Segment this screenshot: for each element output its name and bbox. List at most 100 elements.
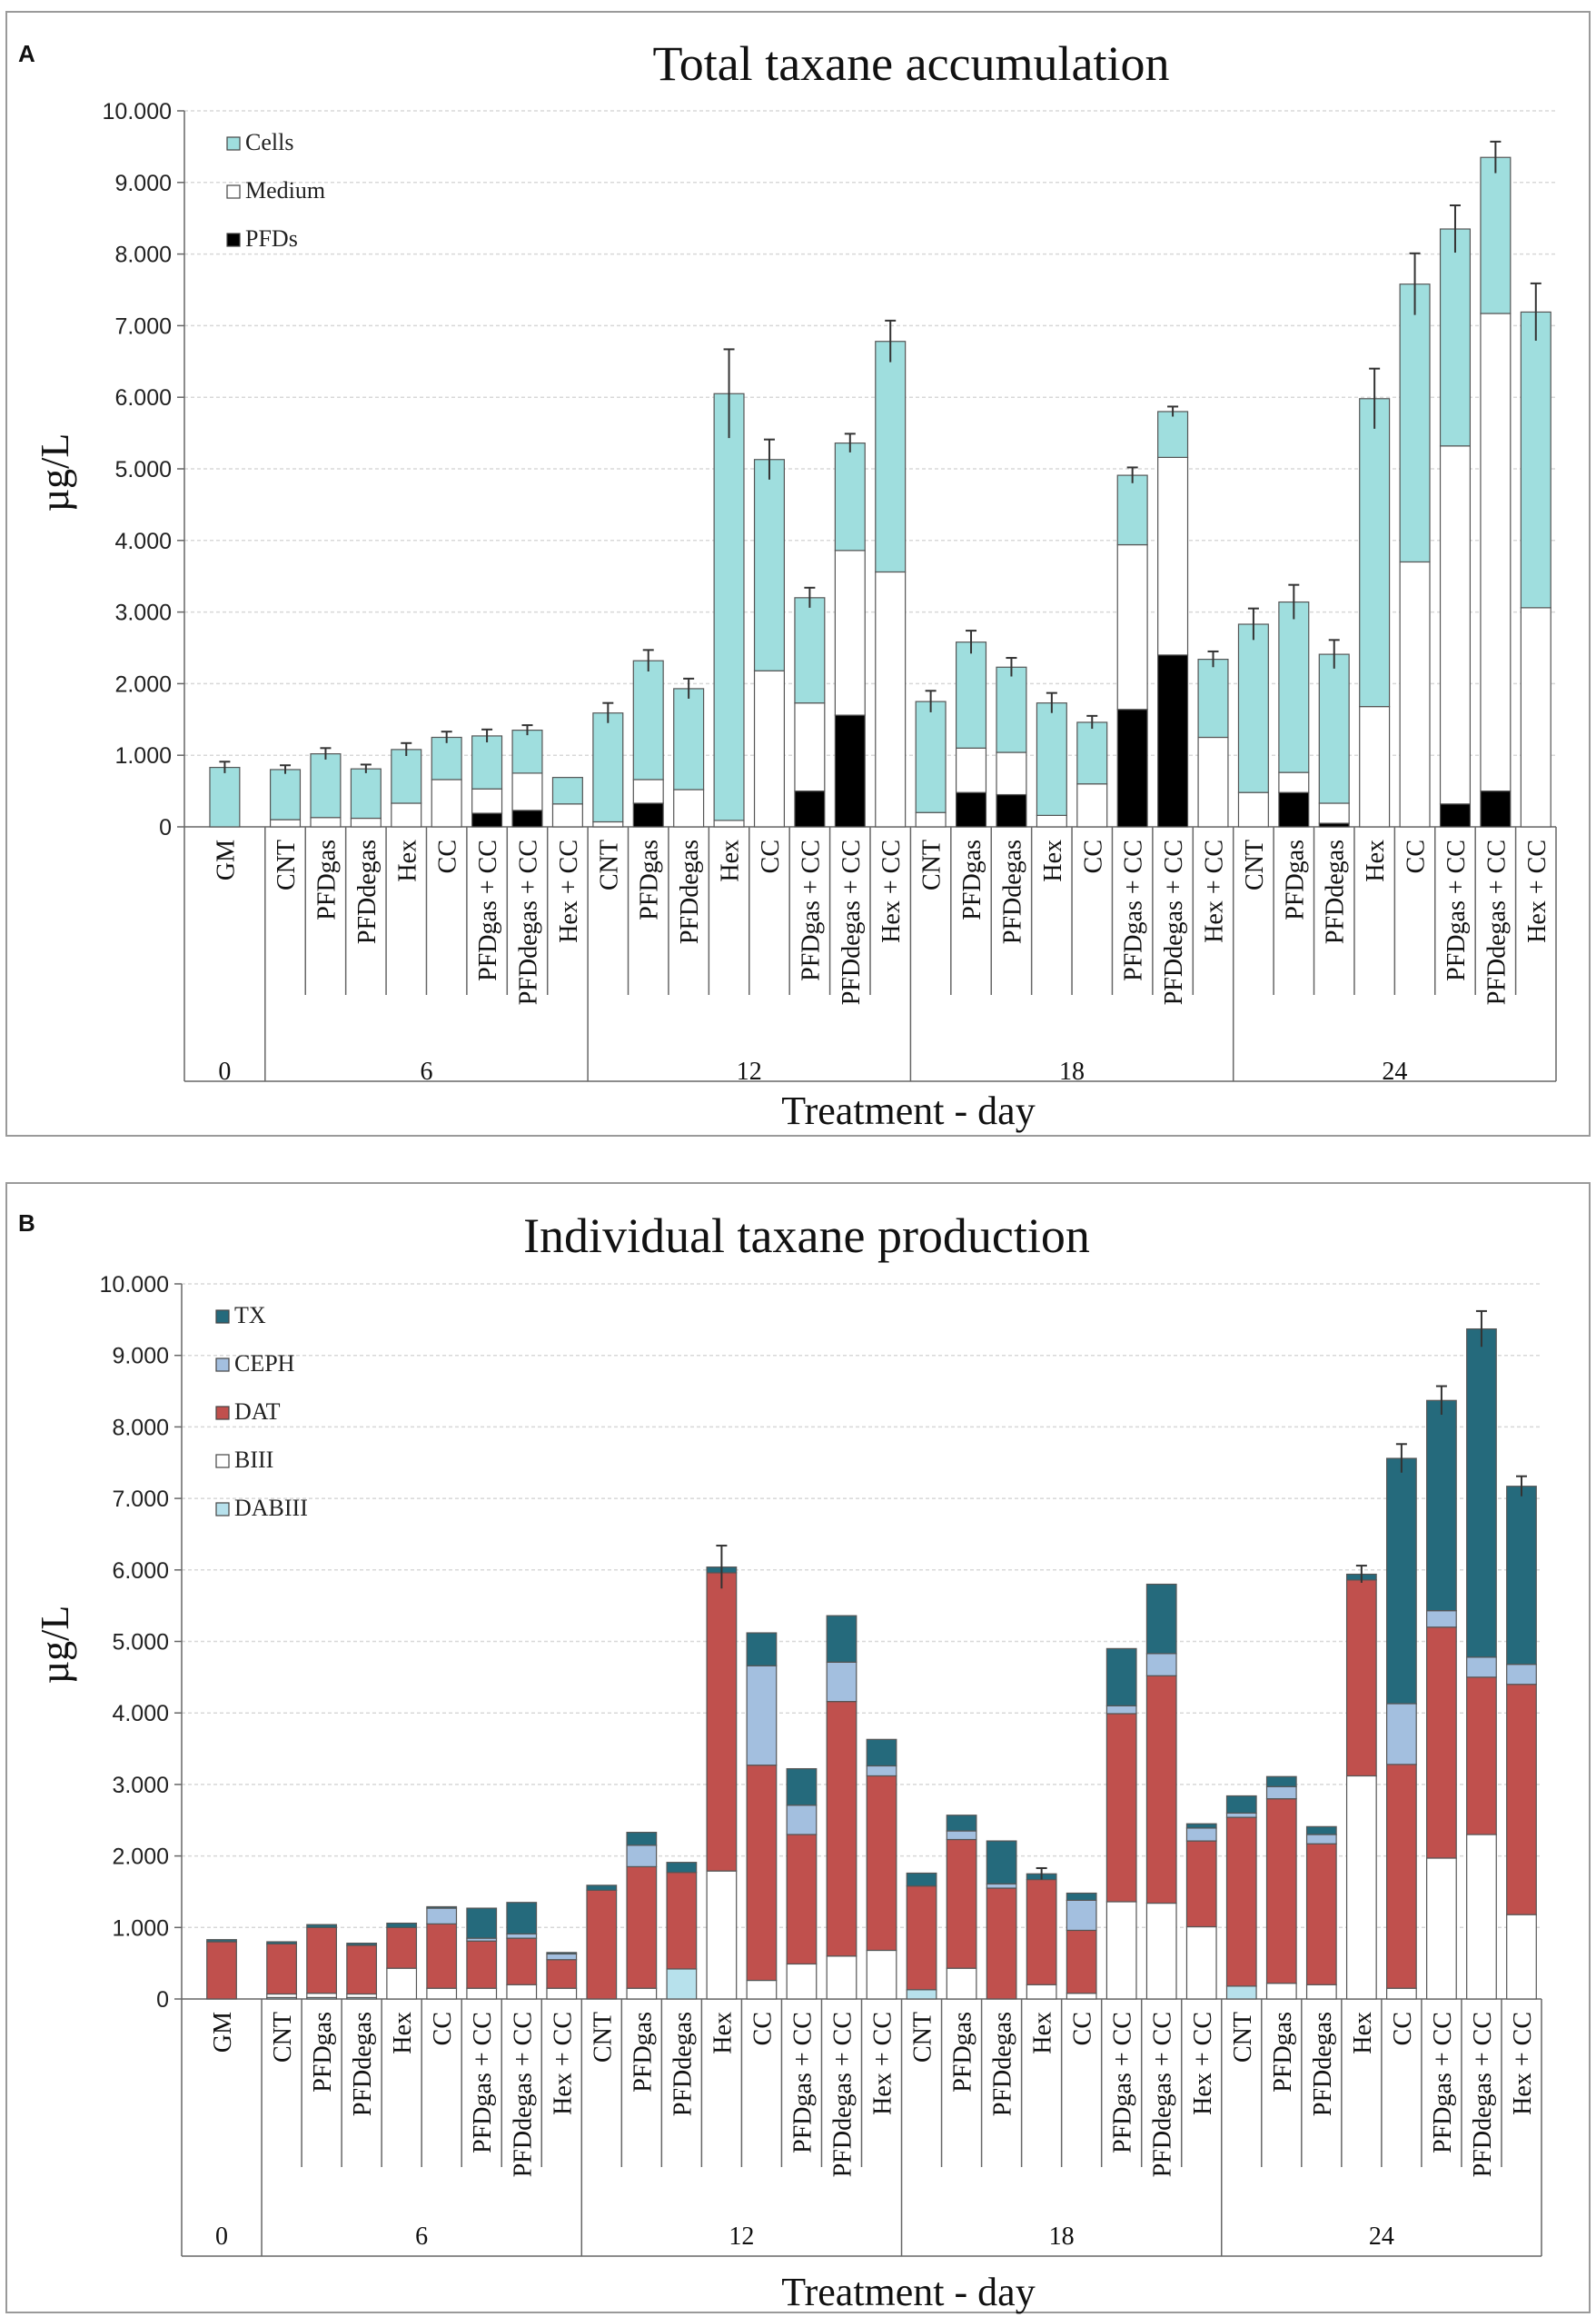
bar-segment-ceph [866,1765,897,1777]
bar-segment-dat [826,1701,857,1957]
bar-segment-dat [1426,1626,1457,1859]
category-label: Hex + CC [877,840,906,943]
bar-segment-tx [786,1767,818,1806]
category-label: PFDdegas [989,2012,1017,2116]
bar-segment-ceph [426,1907,458,1924]
bar-segment-pfds [511,810,543,828]
bar-segment-medium [350,817,382,828]
bar-segment-ceph [1225,1812,1257,1818]
bar-segment-pfds [794,790,826,828]
y-tick-label: 10.000 [103,99,172,124]
bar-segment-dat [1345,1579,1377,1777]
bar-segment-dat [1066,1929,1097,1994]
panel-a-ylabel: µg/L [33,433,77,512]
category-label: Hex [1029,2012,1057,2054]
y-tick-label: 8.000 [114,243,172,268]
bar-segment-dat [466,1940,498,1989]
category-label: CC [434,840,462,873]
bar-segment-biii [1466,1834,1497,2000]
bar-segment-medium [1439,445,1472,805]
bar-segment-ceph [1506,1664,1537,1686]
bar-segment-tx [1225,1795,1257,1814]
bar-segment-dat [706,1572,738,1872]
bar-segment-tx [1386,1457,1417,1705]
bar-segment-cells [310,753,342,819]
panel-a-frame [5,11,1591,1137]
category-label: PFDdegas [1322,840,1350,944]
bar-segment-ceph [1426,1610,1457,1628]
bar-segment-dat [426,1923,458,1989]
bar-segment-medium [431,779,462,828]
panel-b-title: Individual taxane production [523,1208,1090,1263]
bar-segment-biii [1506,1914,1537,2000]
bar-segment-cells [1480,156,1512,314]
category-label: Hex [389,2012,417,2054]
bar-segment-medium [1237,791,1269,828]
panel-b: B Individual taxane production µg/L Trea… [5,1182,1591,2314]
bar-segment-dabiii [666,1968,698,2000]
bar-segment-pfds [1157,654,1189,828]
bar-segment-dat [1145,1675,1177,1904]
panel-a-letter: A [18,40,35,67]
bar-segment-pfds [1480,790,1512,828]
bar-segment-dabiii [1225,1985,1257,2000]
bar-segment-dat [1466,1676,1497,1835]
panel-b-xlabel: Treatment - day [781,2270,1035,2314]
y-tick-label: 9.000 [114,171,172,196]
y-tick-label: 9.000 [112,1344,169,1369]
category-label: PFDgas [1281,840,1309,920]
bar-segment-ceph [546,1953,578,1961]
bar-segment-medium [269,819,302,828]
bar-segment-cells [1318,653,1350,804]
bar-segment-dat [1105,1713,1137,1903]
category-label: CC [1389,2012,1417,2045]
bar-segment-medium [834,550,866,716]
category-label: CC [1403,840,1431,873]
y-tick-label: 1.000 [114,743,172,769]
bar-segment-biii [1265,1983,1297,2000]
legend-swatch-ceph [215,1357,230,1372]
y-tick-label: 7.000 [112,1487,169,1512]
category-label: Hex + CC [1523,840,1551,943]
bar-segment-pfds [632,802,664,828]
bar-segment-pfds [955,791,987,828]
bar-segment-biii [1105,1901,1137,2000]
panel-a: A Total taxane accumulation µg/L Treatme… [5,11,1591,1137]
bar-segment-medium [1076,783,1108,828]
bar-segment-ceph [1145,1653,1177,1676]
bar-segment-medium [1399,561,1431,828]
bar-segment-medium [471,788,503,814]
bar-segment-biii [426,1987,458,2000]
bar-segment-tx [346,1943,378,1946]
category-label: PFDgas [1269,2012,1297,2093]
bar-segment-tx [866,1738,897,1767]
category-label: PFDgas + CC [797,840,825,981]
bar-segment-dat [266,1943,297,1995]
bar-segment-dat [786,1834,818,1965]
bar-segment-cells [391,749,422,804]
category-label: PFDdegas + CC [1469,2012,1497,2177]
bar-segment-biii [626,1987,658,2000]
bar-segment-medium [632,779,664,804]
bar-segment-ceph [1265,1785,1297,1800]
category-label: PFDgas + CC [469,2012,497,2153]
panel-b-ylabel: µg/L [33,1606,77,1684]
bar-segment-cells [511,730,543,774]
bar-segment-pfds [1439,803,1472,828]
bar-segment-dat [866,1775,897,1952]
category-label: PFDdegas [998,840,1026,944]
bar-segment-tx [546,1952,578,1955]
bar-segment-cells [673,688,705,791]
y-tick-label: 0 [156,1987,169,2013]
bar-segment-medium [1197,736,1229,828]
bar-segment-tx [506,1902,538,1934]
legend-label: DABIII [234,1495,308,1521]
bar-segment-biii [746,1979,778,2000]
y-tick-label: 1.000 [112,1915,169,1941]
bar-segment-cells [1439,228,1472,447]
bar-segment-dat [626,1865,658,1989]
category-label: PFDgas [309,2012,337,2093]
category-label: CNT [918,840,947,890]
bar-segment-medium [955,747,987,793]
